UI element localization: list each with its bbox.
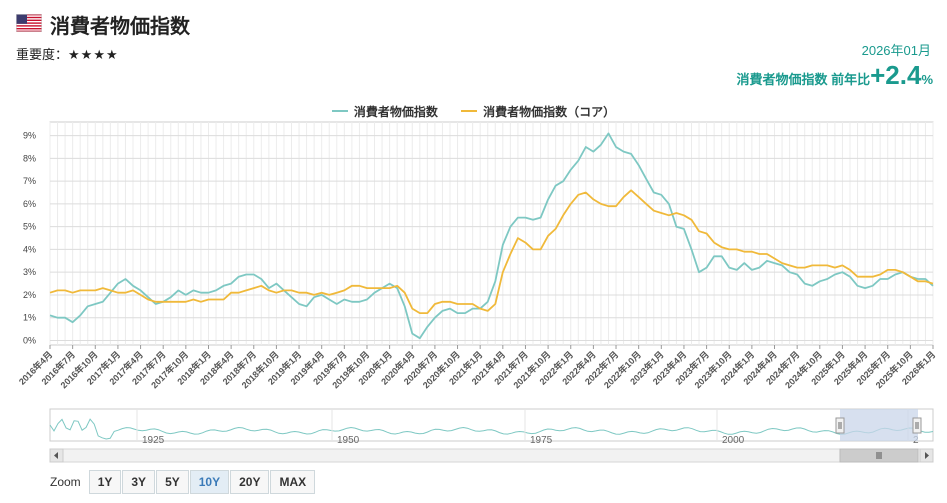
series-line-core-cpi (49, 189, 934, 315)
y-tick-label: 7% (23, 176, 36, 186)
range-navigator[interactable]: 19251950197520002 (0, 405, 947, 465)
zoom-5y-button[interactable]: 5Y (156, 470, 189, 494)
navigator-series-line (49, 418, 934, 440)
handle-body (912, 417, 922, 434)
legend-item-cpi[interactable]: 消費者物価指数 (331, 103, 438, 120)
plot-area (49, 121, 934, 346)
zoom-10y-button[interactable]: 10Y (189, 470, 230, 494)
header: 消費者物価指数 重要度：★★★★ 2026年01月 消費者物価指数 前年比+2.… (0, 0, 947, 100)
y-tick-label: 9% (23, 131, 36, 141)
main-line-chart[interactable]: 0%1%2%3%4%5%6%7%8%9%2016年4月2016年7月2016年1… (0, 115, 947, 405)
y-tick-label: 0% (23, 335, 36, 345)
importance-rating: 重要度：★★★★ (16, 44, 119, 63)
headline-label: 消費者物価指数 前年比 (736, 72, 871, 87)
legend-label-core-cpi: 消費者物価指数（コア） (483, 104, 616, 119)
headline-number: +2.4 (870, 60, 922, 90)
y-tick-label: 4% (23, 244, 36, 254)
zoom-20y-button[interactable]: 20Y (230, 470, 270, 494)
navigator-year-label: 1925 (142, 435, 165, 446)
navigator-selection[interactable] (840, 409, 918, 441)
y-tick-label: 2% (23, 290, 36, 300)
importance-stars: ★★★★ (68, 47, 119, 62)
y-tick-label: 1% (23, 313, 36, 323)
navigator-year-label: 1950 (337, 435, 360, 446)
zoom-controls: Zoom 1Y 3Y 5Y 10Y 20Y MAX (50, 470, 316, 494)
legend-label-cpi: 消費者物価指数 (353, 104, 438, 119)
y-tick-label: 5% (23, 222, 36, 232)
y-tick-label: 8% (23, 153, 36, 163)
headline-unit: % (921, 72, 933, 87)
scroll-left-arrow-icon (54, 452, 58, 459)
legend-swatch-core-cpi (461, 110, 478, 112)
y-tick-label: 6% (23, 199, 36, 209)
headline-value: 消費者物価指数 前年比+2.4% (736, 60, 933, 91)
legend-item-core-cpi[interactable]: 消費者物価指数（コア） (461, 103, 615, 120)
zoom-1y-button[interactable]: 1Y (88, 470, 122, 494)
navigator-left-handle[interactable] (835, 417, 845, 434)
release-date: 2026年01月 (861, 43, 931, 58)
navigator-area (49, 408, 934, 442)
zoom-max-button[interactable]: MAX (270, 470, 316, 494)
handle-body (835, 417, 845, 434)
y-tick-label: 3% (23, 267, 36, 277)
chart-legend: 消費者物価指数 消費者物価指数（コア） (0, 101, 947, 120)
navigator-year-label: 1975 (530, 435, 553, 446)
navigator-right-handle[interactable] (912, 417, 922, 434)
zoom-3y-button[interactable]: 3Y (122, 470, 156, 494)
importance-label: 重要度： (16, 47, 69, 62)
scrollbar-track[interactable] (49, 448, 934, 463)
series-line-cpi (49, 132, 934, 340)
navigator-year-label: 2000 (722, 435, 745, 446)
legend-swatch-cpi (331, 110, 348, 112)
page-title: 消費者物価指数 (50, 16, 190, 38)
zoom-label: Zoom (50, 475, 81, 489)
scroll-right-arrow-icon (925, 452, 929, 459)
us-flag-icon (16, 14, 42, 32)
